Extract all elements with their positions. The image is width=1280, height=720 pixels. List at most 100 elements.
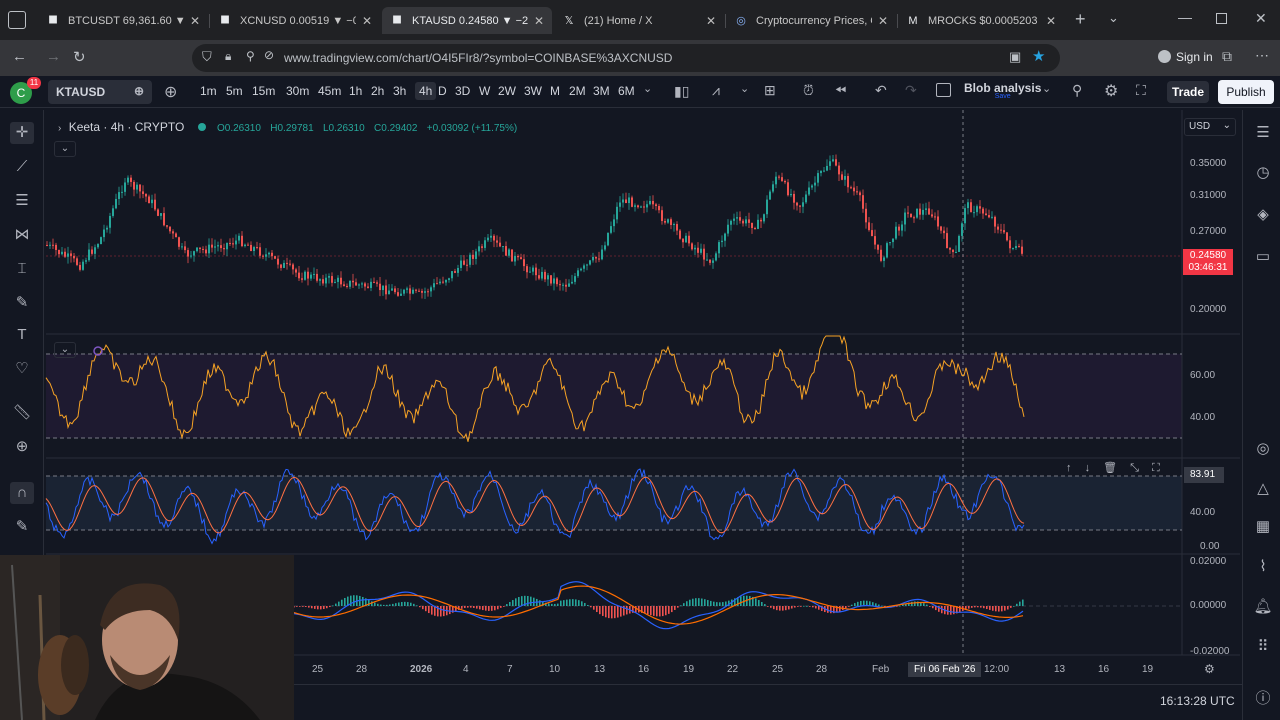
menu-dots-icon[interactable]: ⋯ [1255, 47, 1269, 63]
chevron-down-icon[interactable]: ⌄ [740, 83, 750, 95]
time-axis-settings-icon[interactable]: ⚙︎ [1204, 662, 1215, 676]
fullscreen-icon[interactable]: ⛶ [1136, 82, 1146, 98]
timeframe-4h[interactable]: 4h [415, 82, 437, 100]
timeframe-15m[interactable]: 15m [252, 84, 276, 98]
extensions-icon[interactable]: ⧉ [1222, 48, 1232, 64]
candles-icon[interactable]: ▮▯ [674, 83, 690, 99]
timeframe-D[interactable]: D [438, 84, 447, 98]
publish-button[interactable]: Publish [1218, 80, 1274, 104]
new-tab-icon[interactable]: + [1075, 9, 1086, 29]
timeframe-45m[interactable]: 45m [318, 84, 342, 98]
close-window-icon[interactable]: ✕ [1255, 10, 1267, 26]
timeframe-2W[interactable]: 2W [498, 84, 516, 98]
browser-tab[interactable]: 𝕏 (21) Home / X ✕ [554, 7, 724, 34]
minimize-icon[interactable]: — [1178, 9, 1192, 25]
text-icon[interactable]: T [17, 326, 27, 343]
symbol-title[interactable]: Keeta · 4h · CRYPTO [68, 120, 185, 134]
heart-icon[interactable]: ♡ [15, 360, 29, 377]
ideas-icon[interactable]: △ [1257, 480, 1269, 497]
currency-select[interactable]: USD ⌄ [1184, 118, 1236, 136]
alert-icon[interactable]: ⏰︎ [803, 82, 814, 98]
brush-icon[interactable]: ✎ [15, 294, 29, 311]
timeframe-3M[interactable]: 3M [593, 84, 610, 98]
add-symbol-icon[interactable]: ⊕ [164, 84, 178, 101]
url-text[interactable]: www.tradingview.com/chart/O4I5FIr8/?symb… [284, 51, 673, 65]
alerts-clock-icon[interactable]: ◷ [1256, 164, 1270, 181]
symbol-search[interactable]: KTAUSD ⊕ [48, 80, 152, 104]
browser-tab-active[interactable]: ⯀KTAUSD 0.24580 ▼ −2.15%✕ [382, 7, 552, 34]
timeframe-6M[interactable]: 6M [618, 84, 635, 98]
calendar-icon[interactable]: ▦ [1255, 518, 1271, 535]
url-box[interactable]: ⛉ 🔒︎ ⚲ ⊘ www.tradingview.com/chart/O4I5F… [192, 44, 1060, 72]
zoom-icon[interactable]: ⊕ [15, 438, 29, 455]
bell-icon[interactable]: 🔔︎ [1253, 598, 1273, 615]
lock-icon[interactable]: 🔒︎ [225, 49, 232, 63]
maximize-icon[interactable] [1216, 13, 1227, 24]
chevron-down-icon[interactable]: ⌄ [643, 83, 653, 95]
chat-icon[interactable]: ▭ [1255, 248, 1271, 265]
magnet-icon[interactable]: ∩ [10, 482, 34, 504]
timeframe-30m[interactable]: 30m [286, 84, 310, 98]
lock-drawing-icon[interactable]: ✎ [15, 518, 29, 535]
move-up-icon[interactable]: ↑ [1066, 462, 1072, 474]
templates-icon[interactable]: ⊞ [764, 82, 776, 98]
close-icon[interactable]: ✕ [361, 13, 372, 28]
timeframe-W[interactable]: W [479, 84, 491, 98]
pane-toggle[interactable]: ⌄ [54, 342, 76, 358]
close-icon[interactable]: ✕ [189, 13, 200, 28]
close-icon[interactable]: ✕ [705, 13, 716, 28]
back-icon[interactable]: ← [12, 48, 27, 65]
timeframe-3W[interactable]: 3W [524, 84, 542, 98]
collapse-icon[interactable]: › [58, 123, 62, 134]
avatar[interactable]: C [10, 82, 32, 104]
close-icon[interactable]: ✕ [1045, 13, 1056, 28]
reload-icon[interactable]: ↻ [73, 49, 86, 66]
timeframe-M[interactable]: M [550, 84, 560, 98]
prediction-icon[interactable]: ⌶ [17, 260, 27, 277]
maximize-pane-icon[interactable]: ⛶ [1152, 462, 1160, 474]
layout-name[interactable]: Blob analysis Save [964, 81, 1042, 100]
delete-icon[interactable]: 🗑︎ [1103, 462, 1118, 474]
timeframe-3D[interactable]: 3D [455, 84, 471, 98]
tab-search-icon[interactable]: ⌄ [1108, 10, 1119, 25]
trend-line-icon[interactable]: ⟋ [16, 158, 28, 175]
timeframe-2h[interactable]: 2h [371, 84, 385, 98]
browser-tab[interactable]: ◎Cryptocurrency Prices, Char✕ [726, 7, 896, 34]
help-icon[interactable]: ⓘ [1255, 690, 1271, 707]
settings-icon[interactable]: ⚙︎ [1104, 83, 1119, 100]
undo-icon[interactable]: ↶ [875, 82, 887, 98]
shield-icon[interactable]: ⛉ [202, 49, 212, 64]
trade-button[interactable]: Trade [1167, 81, 1209, 103]
collapse-pane-icon[interactable]: ⤡ [1130, 462, 1139, 474]
timeframe-1m[interactable]: 1m [200, 84, 217, 98]
redo-icon[interactable]: ↷ [905, 82, 917, 98]
layout-icon[interactable] [936, 83, 951, 97]
browser-tab[interactable]: ⯀BTCUSDT 69,361.60 ▼ −1.11%✕ [38, 7, 208, 34]
target-icon[interactable]: ◎ [1256, 440, 1270, 457]
compare-icon[interactable]: ⊕ [134, 84, 145, 98]
timeframe-1h[interactable]: 1h [349, 84, 363, 98]
replay-icon[interactable]: ⏪︎ [835, 82, 847, 98]
stream-icon[interactable]: ⌇ [1259, 558, 1267, 575]
close-icon[interactable]: ✕ [877, 13, 888, 28]
tab-menu-icon[interactable] [8, 11, 26, 29]
chevron-down-icon[interactable]: ⌄ [1042, 83, 1052, 95]
timeframe-3h[interactable]: 3h [393, 84, 407, 98]
legend-toggle[interactable]: ⌄ [54, 141, 76, 157]
quick-search-icon[interactable]: ⚲ [1072, 82, 1083, 98]
close-icon[interactable]: ✕ [533, 13, 544, 28]
watchlist-icon[interactable]: ☰ [1256, 124, 1270, 141]
timeframe-5m[interactable]: 5m [226, 84, 243, 98]
reader-icon[interactable]: ▣ [1009, 49, 1022, 64]
star-icon[interactable]: ★ [1032, 48, 1046, 65]
tracking-off-icon[interactable]: ⊘ [264, 48, 275, 62]
site-settings-icon[interactable]: ⚲ [246, 49, 255, 63]
ruler-icon[interactable]: 📏︎ [12, 404, 32, 421]
signin-button[interactable]: Sign in [1150, 46, 1221, 70]
layers-icon[interactable]: ◈ [1257, 206, 1269, 223]
forward-icon[interactable]: → [46, 48, 61, 65]
crosshair-icon[interactable]: ✛ [10, 122, 34, 144]
indicators-icon[interactable]: ⩘ [712, 82, 720, 98]
browser-tab[interactable]: ⯀XCNUSD 0.00519 ▼ −0.76%✕ [210, 7, 380, 34]
apps-icon[interactable]: ⠿ [1257, 638, 1269, 655]
